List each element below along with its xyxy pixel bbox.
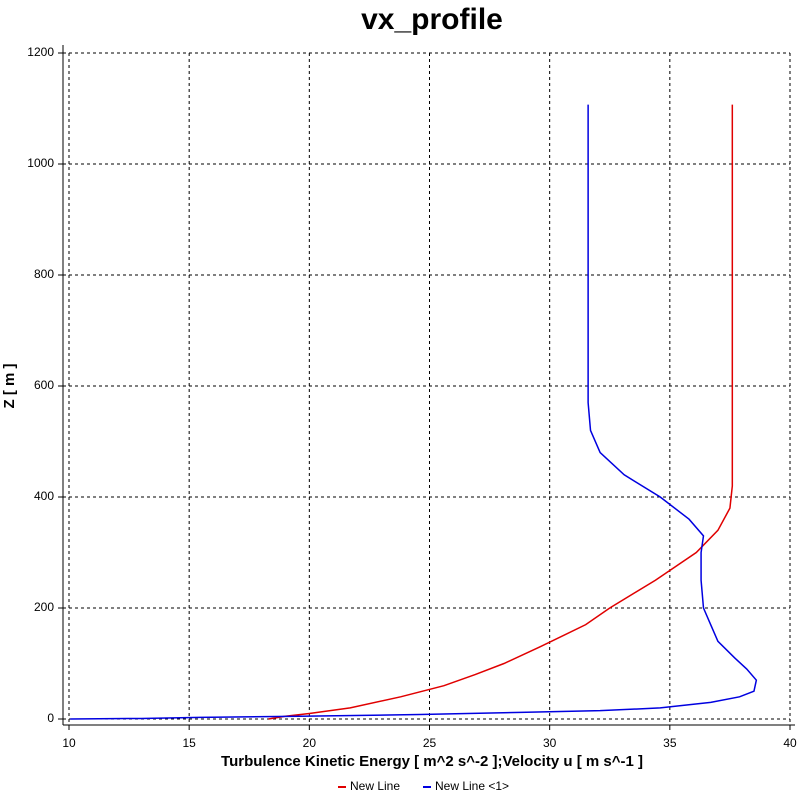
legend-label: New Line <1> <box>435 779 509 793</box>
x-tick-label: 30 <box>543 736 557 750</box>
y-tick-label: 600 <box>34 378 54 392</box>
x-tick-label: 25 <box>423 736 437 750</box>
x-axis-label: Turbulence Kinetic Energy [ m^2 s^-2 ];V… <box>221 753 643 770</box>
x-tick-label: 40 <box>783 736 797 750</box>
legend-label: New Line <box>350 779 400 793</box>
data-line <box>268 104 734 720</box>
y-tick-label: 400 <box>34 489 54 503</box>
x-tick-label: 35 <box>663 736 677 750</box>
y-tick-label: 200 <box>34 600 54 614</box>
data-line <box>70 104 758 720</box>
y-axis-label: Z [ m ] <box>1 364 18 409</box>
x-tick-label: 10 <box>62 736 76 750</box>
y-tick-label: 800 <box>34 267 54 281</box>
y-tick-label: 1200 <box>27 45 54 59</box>
y-tick-label: 0 <box>47 711 54 725</box>
x-tick-label: 20 <box>303 736 317 750</box>
x-tick-label: 15 <box>182 736 196 750</box>
y-tick-label: 1000 <box>27 156 54 170</box>
chart-title: vx_profile <box>361 3 503 36</box>
